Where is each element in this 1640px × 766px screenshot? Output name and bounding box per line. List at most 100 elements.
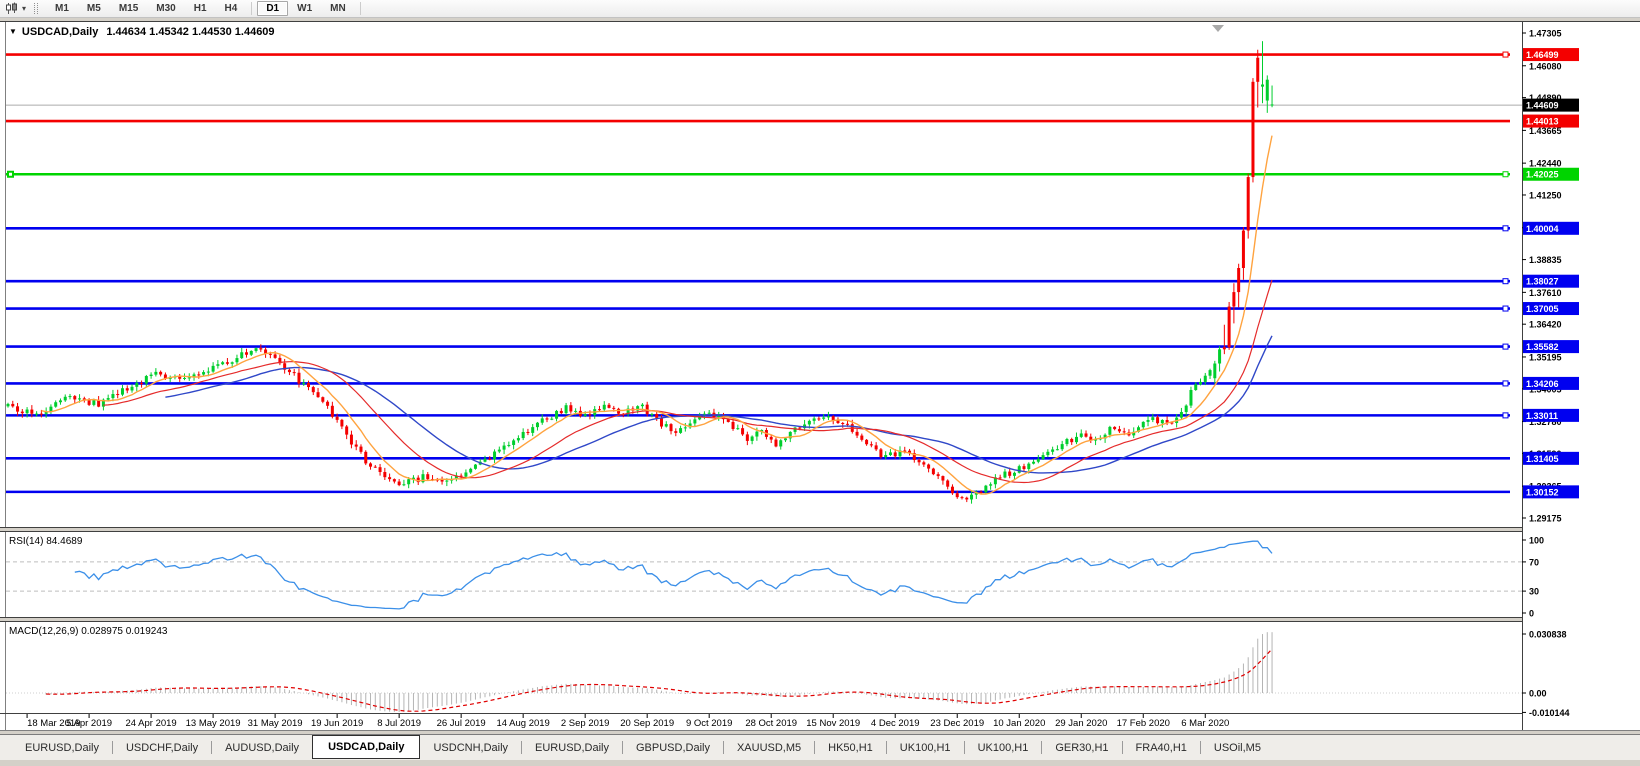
svg-text:1.38027: 1.38027 [1526,277,1559,287]
tab-0-eurusd-daily[interactable]: EURUSD,Daily [25,741,99,754]
ma-mid-line [103,279,1273,484]
timeframe-button-m1[interactable]: M1 [55,3,69,14]
svg-text:1.40004: 1.40004 [1526,224,1559,234]
svg-text:1.42025: 1.42025 [1526,170,1559,180]
chart-type-dropdown-icon[interactable]: ▾ [22,4,27,13]
svg-text:70: 70 [1529,557,1539,567]
tab-7-xauusd-m5[interactable]: XAUUSD,M5 [736,741,802,754]
svg-text:28 Oct 2019: 28 Oct 2019 [745,718,797,729]
candles-layer [6,41,1274,504]
macd-histogram [45,632,1273,712]
tab-separator [211,741,213,754]
timeframe-button-m30[interactable]: M30 [156,3,176,14]
level-handle[interactable] [1502,412,1509,419]
level-handle[interactable] [1502,225,1509,232]
tab-separator [1121,741,1123,754]
price-scale[interactable]: 1.47305 1.46080 1.44890 1.43665 1.42440 1.412… [1522,22,1640,730]
svg-text:8 Jul 2019: 8 Jul 2019 [377,718,421,729]
svg-text:1.46499: 1.46499 [1526,50,1559,60]
chart-shift-marker-icon[interactable] [1212,25,1224,32]
timeframe-button-m5[interactable]: M5 [86,3,101,14]
svg-text:1.29175: 1.29175 [1529,514,1562,524]
level-handle[interactable] [1502,305,1509,312]
svg-text:1.35195: 1.35195 [1529,352,1562,362]
svg-text:0.00: 0.00 [1529,689,1547,699]
level-handle[interactable] [1502,171,1509,178]
svg-text:4 Dec 2019: 4 Dec 2019 [871,718,920,729]
tab-separator [1199,741,1201,754]
macd-indicator-label: MACD(12,26,9) 0.028975 0.019243 [9,626,168,637]
svg-text:1.36420: 1.36420 [1529,320,1562,330]
toolbar-separator [251,2,253,15]
rsi-line [74,540,1273,610]
svg-text:17 Feb 2020: 17 Feb 2020 [1117,718,1170,729]
toolbar-separator [359,2,361,15]
tab-separator [622,741,623,754]
timeframe-button-m15[interactable]: M15 [118,3,139,14]
tab-separator [885,741,887,754]
tab-5-eurusd-daily[interactable]: EURUSD,Daily [535,741,609,754]
svg-text:1.34206: 1.34206 [1526,379,1559,389]
tab-separator [963,741,965,754]
svg-text:1.38835: 1.38835 [1529,255,1562,265]
level-handle[interactable] [1502,278,1509,285]
svg-text:1.46080: 1.46080 [1529,61,1562,71]
svg-text:14 Aug 2019: 14 Aug 2019 [496,718,549,729]
top-toolbar: ▾ M1 M5 M15 M30 H1 H4 D1 W1 MN [0,0,1640,18]
svg-text:1.33011: 1.33011 [1526,411,1558,421]
timeframe-button-mn[interactable]: MN [330,3,346,14]
svg-text:5 Apr 2019: 5 Apr 2019 [66,718,112,729]
timeframe-button-w1[interactable]: W1 [297,3,313,14]
symbol-dropdown-icon[interactable]: ▼ [9,27,17,36]
svg-text:1.35582: 1.35582 [1526,342,1559,352]
tab-10-uk100-h1[interactable]: UK100,H1 [977,741,1029,754]
chart-title-ohlc: 1.44634 1.45342 1.44530 1.44609 [106,26,275,38]
level-handle[interactable] [1502,380,1509,387]
tab-2-audusd-daily[interactable]: AUDUSD,Daily [225,741,300,754]
level-handle[interactable] [1502,51,1509,58]
tab-3-usdcad-daily[interactable]: USDCAD,Daily [312,734,421,759]
timeframe-button-d1[interactable]: D1 [257,1,289,16]
svg-text:0: 0 [1529,609,1534,619]
chart-type-icon[interactable] [5,2,18,15]
svg-text:100: 100 [1529,536,1544,546]
svg-text:18 Mar 2019: 18 Mar 2019 [27,718,80,729]
tab-8-hk50-h1[interactable]: HK50,H1 [828,741,873,754]
svg-text:6 Mar 2020: 6 Mar 2020 [1181,718,1229,729]
svg-text:24 Apr 2019: 24 Apr 2019 [125,718,176,729]
svg-text:13 May 2019: 13 May 2019 [186,718,241,729]
chart-canvas[interactable]: 1.47305 1.46080 1.44890 1.43665 1.42440 1.412… [0,18,1640,734]
tab-separator [111,741,113,754]
level-handle[interactable] [1502,343,1509,350]
svg-text:1.37610: 1.37610 [1529,288,1562,298]
svg-text:2 Sep 2019: 2 Sep 2019 [561,718,610,729]
svg-text:26 Jul 2019: 26 Jul 2019 [437,718,486,729]
timeframe-button-h1[interactable]: H1 [193,3,207,14]
svg-text:1.42440: 1.42440 [1529,159,1562,169]
timeframe-button-h4[interactable]: H4 [224,3,238,14]
ma-slow-line [165,335,1273,474]
tab-11-ger30-h1[interactable]: GER30,H1 [1055,741,1109,754]
svg-text:1.31405: 1.31405 [1526,454,1559,464]
svg-text:1.37005: 1.37005 [1526,304,1559,314]
tab-13-usoil-m5[interactable]: USOil,M5 [1213,741,1261,754]
toolbar-gripper[interactable] [34,3,39,14]
timeframe-buttons: M1 M5 M15 M30 H1 H4 D1 W1 MN [46,1,355,16]
chart-tab-bar: EURUSD,Daily USDCHF,Daily AUDUSD,Daily USDC… [0,734,1640,760]
svg-text:1.44890: 1.44890 [1529,93,1562,103]
svg-text:1.44609: 1.44609 [1526,101,1559,111]
tab-separator [521,741,523,754]
tab-6-gbpusd-daily[interactable]: GBPUSD,Daily [636,741,710,754]
tab-12-fra40-h1[interactable]: FRA40,H1 [1135,741,1187,754]
tab-9-uk100-h1[interactable]: UK100,H1 [899,741,951,754]
svg-text:1.30152: 1.30152 [1526,487,1559,497]
tab-1-usdchf-daily[interactable]: USDCHF,Daily [125,741,199,754]
chart-title: ▼ USDCAD,Daily 1.44634 1.45342 1.44530 1.4… [9,26,275,38]
svg-text:9 Oct 2019: 9 Oct 2019 [686,718,732,729]
svg-text:10 Jan 2020: 10 Jan 2020 [993,718,1045,729]
ma-fast-line [41,135,1273,495]
svg-text:31 May 2019: 31 May 2019 [248,718,303,729]
tab-4-usdcnh-daily[interactable]: USDCNH,Daily [433,741,509,754]
tab-separator [1041,741,1043,754]
